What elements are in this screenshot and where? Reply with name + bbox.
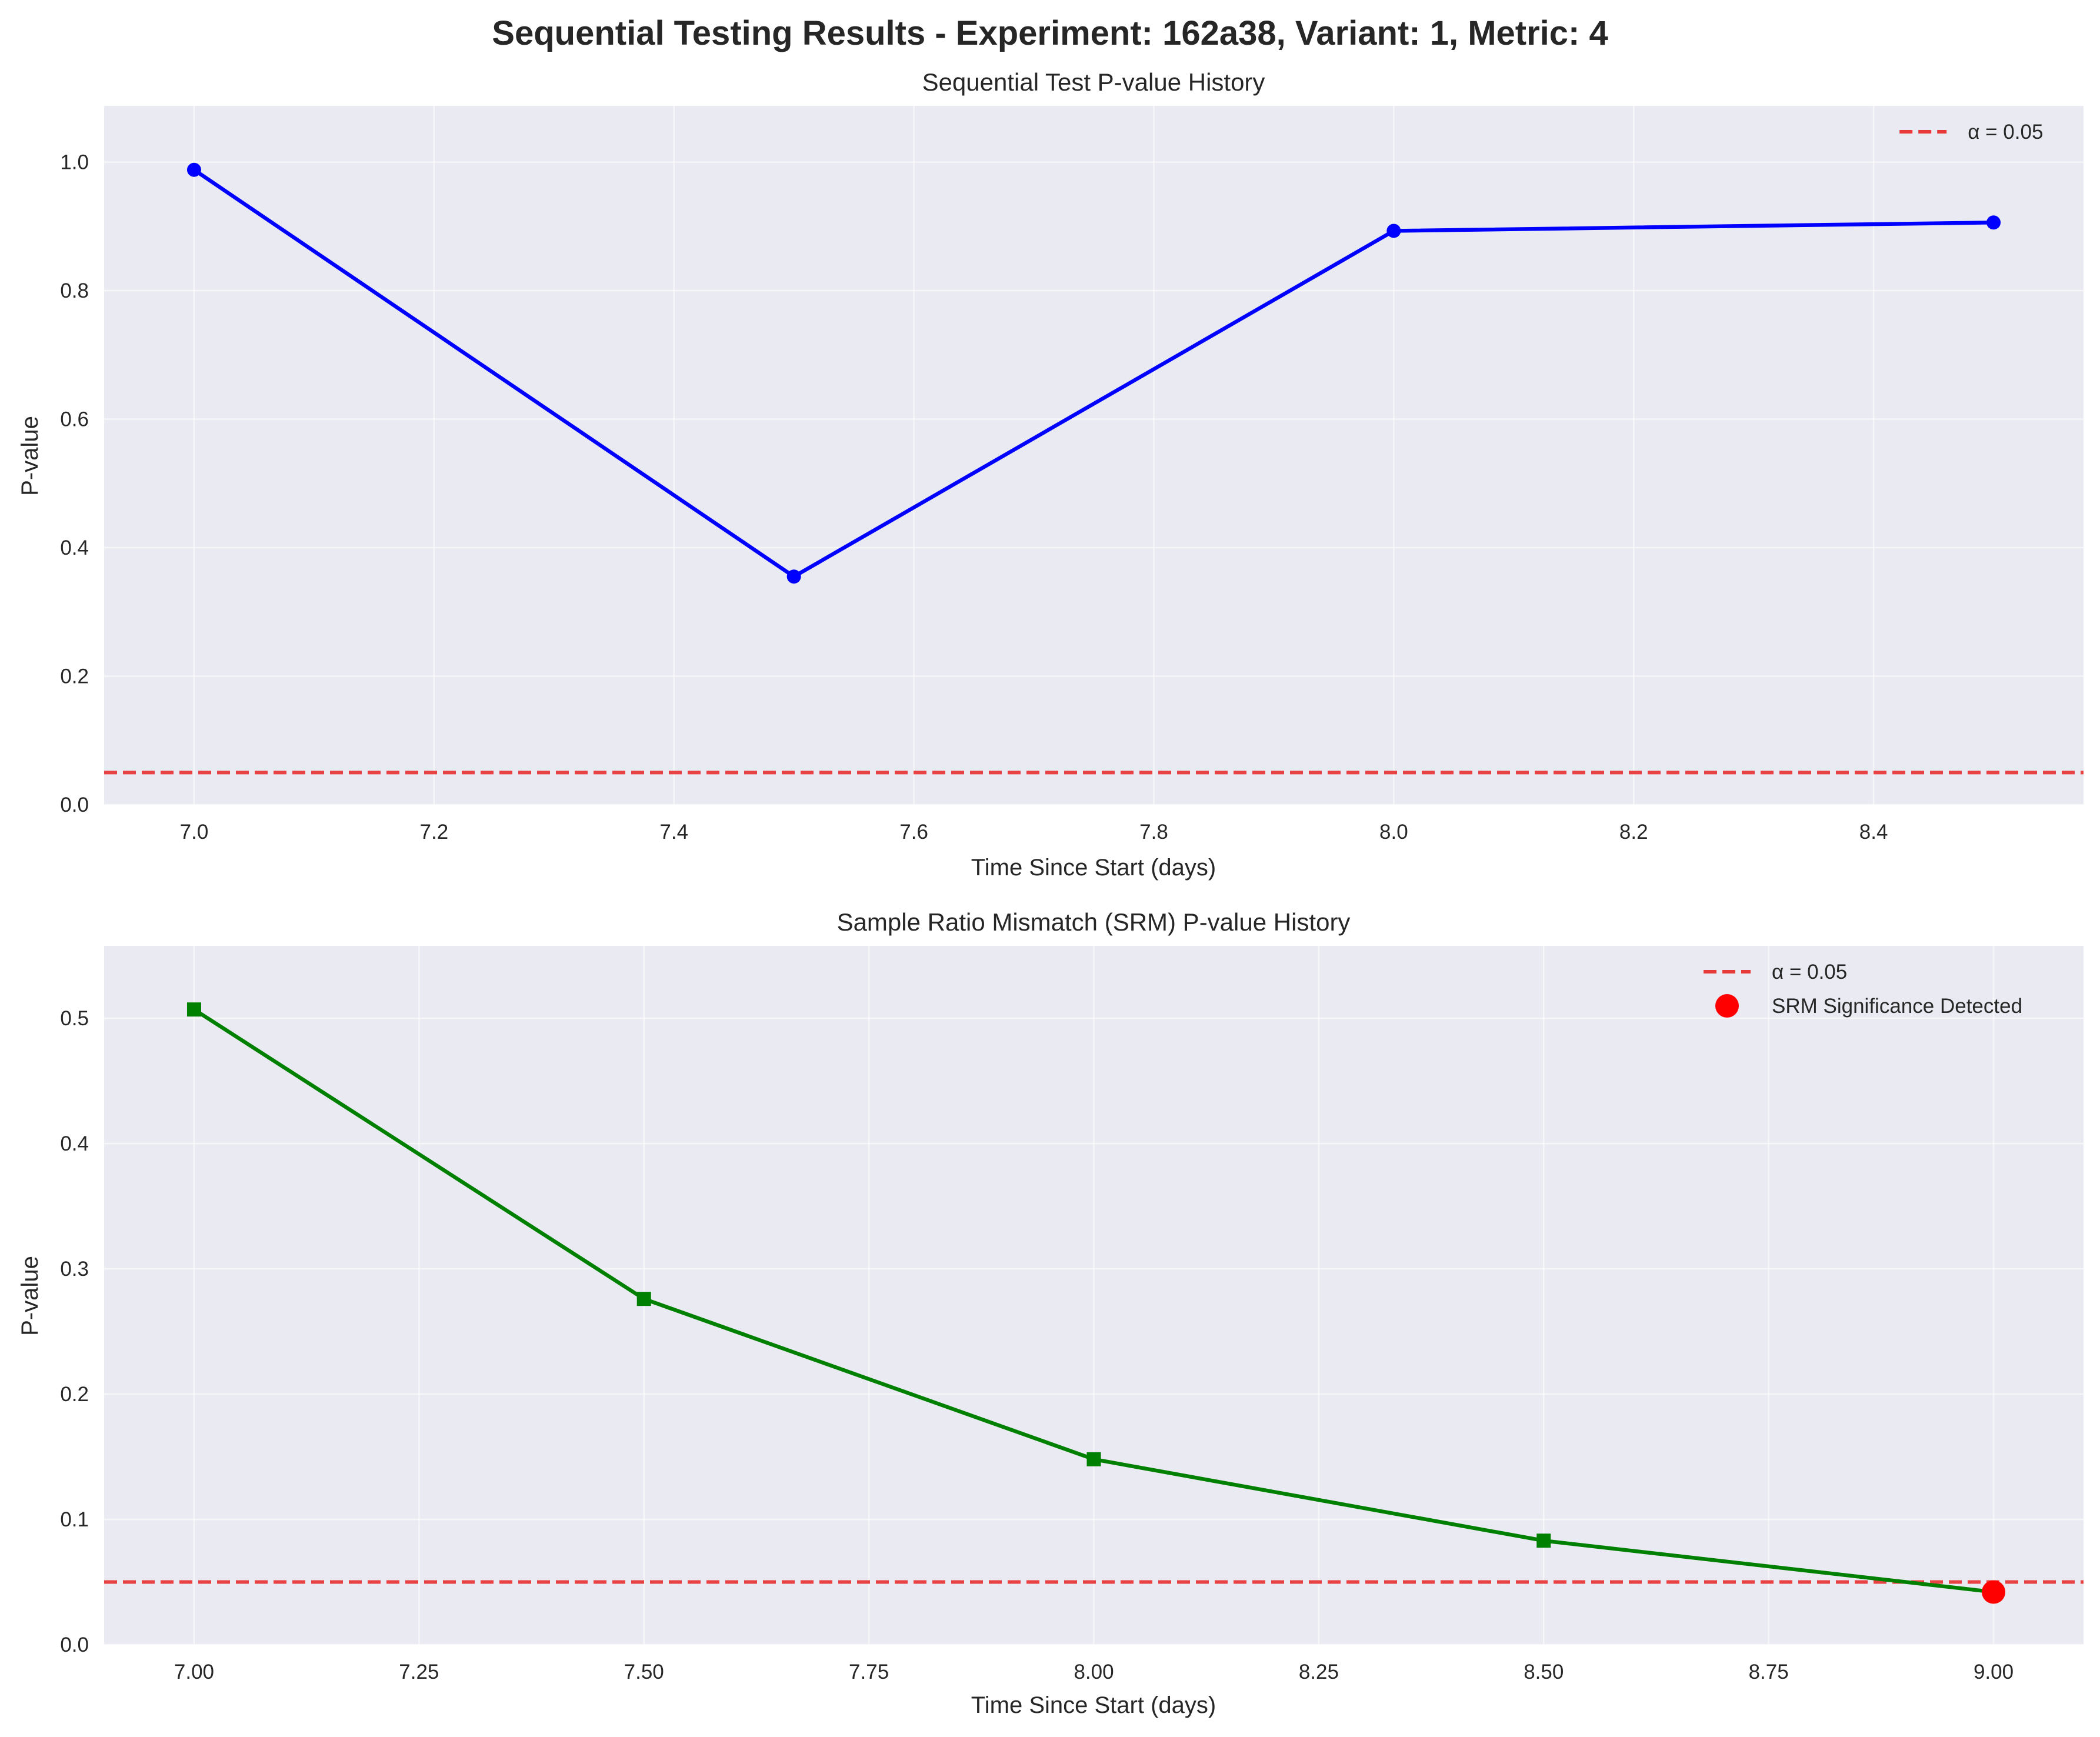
bottom-chart-y-tick-label: 0.2 (60, 1383, 89, 1406)
top-chart-legend-label: α = 0.05 (1968, 121, 2043, 144)
top-chart-x-tick-label: 7.0 (180, 821, 209, 844)
top-chart-x-tick-label: 7.4 (659, 821, 688, 844)
top-chart-plot-area (104, 106, 2084, 806)
bottom-chart-legend-label: SRM Significance Detected (1772, 995, 2022, 1018)
bottom-chart-legend-swatch (1715, 994, 1739, 1018)
bottom-chart-data-point (1536, 1533, 1551, 1548)
top-chart-data-point (786, 569, 801, 584)
bottom-chart-y-tick-label: 0.4 (60, 1132, 89, 1155)
top-chart-title: Sequential Test P-value History (922, 68, 1265, 96)
bottom-chart-data-point (1086, 1452, 1101, 1466)
bottom-chart-legend-label: α = 0.05 (1772, 961, 1847, 983)
top-chart-data-point (1986, 215, 2001, 230)
bottom-chart-xlabel: Time Since Start (days) (971, 1692, 1216, 1718)
top-chart-y-tick-label: 0.2 (60, 665, 89, 688)
top-chart-y-tick-label: 0.0 (60, 794, 89, 816)
bottom-chart-group: Sample Ratio Mismatch (SRM) P-value Hist… (17, 908, 2084, 1718)
bottom-chart-y-tick-label: 0.5 (60, 1007, 89, 1030)
bottom-chart-x-tick-label: 7.75 (849, 1661, 889, 1683)
bottom-chart-x-tick-label: 8.75 (1749, 1661, 1789, 1683)
bottom-chart-legend: α = 0.05 SRM Significance Detected (1704, 961, 2022, 1018)
bottom-chart-title: Sample Ratio Mismatch (SRM) P-value Hist… (837, 908, 1351, 936)
top-chart-background (104, 106, 2084, 805)
top-chart-ylabel: P-value (17, 416, 43, 496)
top-chart-y-tick-label: 0.8 (60, 279, 89, 302)
figure-title: Sequential Testing Results - Experiment:… (492, 14, 1608, 52)
top-chart-x-tick-label: 7.6 (899, 821, 928, 844)
top-chart-xlabel: Time Since Start (days) (971, 855, 1216, 881)
top-chart-data-point (186, 162, 201, 177)
bottom-chart-x-tick-label: 8.25 (1299, 1661, 1339, 1683)
bottom-chart-y-tick-label: 0.0 (60, 1633, 89, 1656)
top-chart-x-tick-label: 8.4 (1859, 821, 1888, 844)
bottom-chart-data-point (636, 1292, 651, 1306)
top-chart-y-tick-label: 1.0 (60, 151, 89, 174)
bottom-chart-data-point (186, 1002, 201, 1017)
top-chart-y-tick-label: 0.4 (60, 536, 89, 559)
bottom-chart-x-tick-label: 8.00 (1074, 1661, 1114, 1683)
bottom-chart-x-tick-label: 8.50 (1524, 1661, 1564, 1683)
top-chart-x-tick-label: 8.2 (1619, 821, 1648, 844)
bottom-chart-x-tick-label: 7.50 (624, 1661, 664, 1683)
bottom-chart-ylabel: P-value (17, 1256, 43, 1336)
bottom-chart-plot-area (104, 946, 2084, 1646)
bottom-chart-x-tick-label: 7.25 (399, 1661, 439, 1683)
bottom-chart-x-tick-label: 7.00 (174, 1661, 214, 1683)
top-chart-x-tick-label: 7.8 (1139, 821, 1168, 844)
top-chart-legend: α = 0.05 (1899, 121, 2043, 144)
bottom-chart-x-tick-label: 9.00 (1974, 1661, 2014, 1683)
top-chart-x-tick-label: 8.0 (1379, 821, 1408, 844)
top-chart-group: Sequential Test P-value History Time Sin… (17, 68, 2084, 881)
bottom-chart-srm-significance-marker (1982, 1580, 2006, 1604)
top-chart-x-tick-label: 7.2 (420, 821, 449, 844)
top-chart-data-point (1386, 224, 1401, 238)
top-chart-y-tick-label: 0.6 (60, 408, 89, 431)
top-chart-series-line (193, 168, 1994, 579)
bottom-chart-y-tick-label: 0.3 (60, 1258, 89, 1281)
bottom-chart-y-tick-label: 0.1 (60, 1508, 89, 1531)
